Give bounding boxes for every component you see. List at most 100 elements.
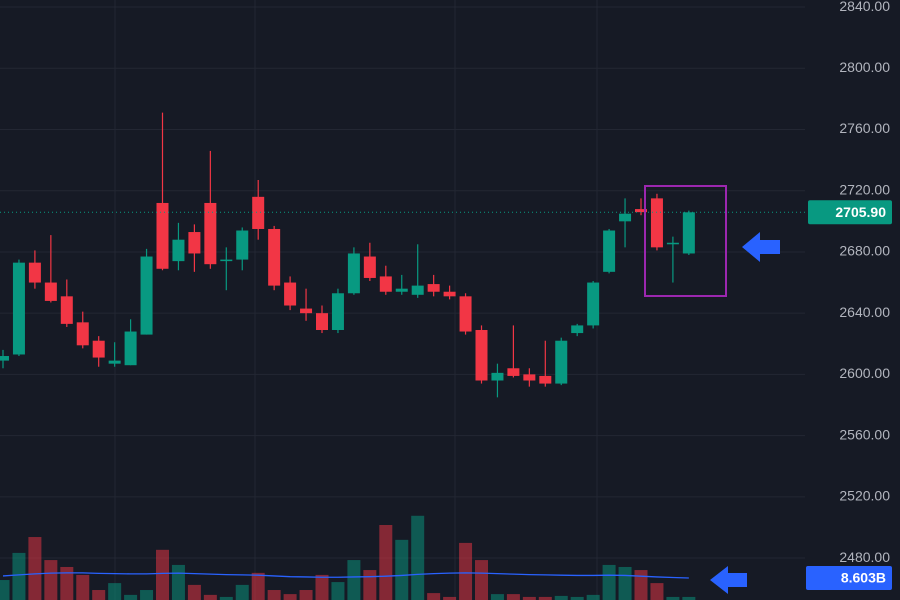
volume-bar [379,524,393,600]
candle-body [411,285,424,295]
volume-bar [666,596,680,600]
volume-bar [108,583,122,600]
volume-bar [411,515,425,600]
volume-bar [12,552,26,600]
volume-bar [586,594,600,600]
candle-body [316,313,328,330]
volume-bar [554,595,568,600]
candle-body [347,253,360,294]
volume-bar [76,574,90,600]
candle-body [603,230,616,272]
candle-body [507,368,520,376]
candle-body [268,228,281,286]
volume-bar [490,594,504,600]
candle-body [443,291,456,297]
highlight-box [644,185,727,297]
volume-bar [331,582,345,600]
volume-bar [140,590,154,600]
candle-body [124,331,137,366]
volume-bar [44,560,58,600]
candle-body [491,372,504,381]
candle-body [92,340,105,358]
candle-body [76,322,89,346]
candle-body [204,202,217,265]
volume-bar [459,542,473,600]
y-tick-label: 2520.00 [839,488,890,504]
candle-body [220,259,233,262]
candle-body [28,262,41,283]
volume-bar [602,564,616,600]
volume-bar [315,574,329,600]
y-tick-label: 2480.00 [839,549,890,565]
volume-bar [283,594,297,600]
volume-bar [299,590,313,600]
volume-bar [475,560,488,600]
candle-body [140,256,153,335]
candle-body [156,202,169,269]
volume-bar [219,596,233,600]
volume-bar [235,584,249,600]
volume-bar [618,566,632,600]
candle-body [236,230,249,260]
arrow [710,566,747,594]
candle-body [284,282,297,306]
candle-body [252,196,265,229]
volume-bar [60,566,74,600]
candle-body [379,276,392,292]
candle-body [523,374,536,381]
y-tick-label: 2760.00 [839,120,890,136]
volume-bar [538,596,552,600]
last-price-label: 2705.90 [835,204,886,220]
candle-body [475,330,488,381]
volume-bar [363,570,377,600]
y-tick-label: 2640.00 [839,304,890,320]
candle-body [571,325,584,334]
volume-ma-tag [806,565,892,590]
y-tick-label: 2560.00 [839,426,890,442]
candle-body [363,256,376,278]
volume-bar [522,596,536,600]
candle-body [331,293,344,330]
volume-bar [395,539,409,600]
candle-body [172,239,185,262]
candle-body [459,296,472,332]
volume-bar [650,583,664,600]
volume-bar [203,594,217,600]
volume-bar [570,596,584,600]
candle-body [0,356,9,361]
candle-body [60,296,73,324]
volume-bar [28,537,42,600]
candle-body [587,282,600,326]
y-tick-label: 2720.00 [839,181,890,197]
candle-body [188,232,201,254]
candle-body [539,375,552,384]
last-price-tag [808,200,892,225]
candle-body [395,288,408,292]
candle-body [108,360,121,364]
volume-bar [443,596,457,600]
candle-body [427,284,440,292]
volume-bar [251,572,265,600]
candle-body [300,308,313,314]
candle-body [12,262,25,355]
volume-bar [347,560,361,600]
price-axis [805,0,900,600]
candle-body [666,242,679,245]
y-tick-label: 2600.00 [839,365,890,381]
volume-bar [682,596,696,600]
volume-bar [92,590,106,600]
volume-bar [0,580,10,600]
volume-ma-line [2,572,689,579]
candle-body [555,340,568,384]
y-tick-label: 2800.00 [839,59,890,75]
volume-bar [124,594,138,600]
volume-bar [187,584,201,600]
candle-body [682,212,695,254]
volume-bar [427,593,441,600]
volume-bar [171,564,185,600]
volume-bar [634,570,648,600]
candle-body [619,213,632,222]
y-tick-label: 2680.00 [839,243,890,259]
